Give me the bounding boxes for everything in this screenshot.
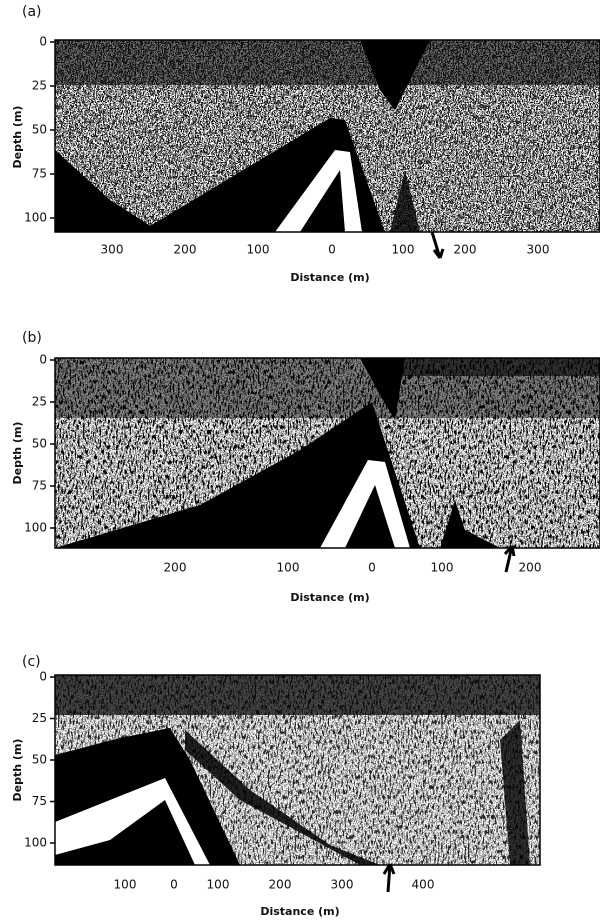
arrow [382, 863, 396, 893]
x-tick-label: 100 [114, 878, 137, 892]
x-tick-label: 100 [277, 561, 300, 575]
panel-label: (a) [22, 4, 42, 20]
y-tick-label: 25 [32, 395, 47, 409]
x-tick-label: 100 [247, 243, 270, 257]
x-axis-label: Distance (m) [260, 905, 339, 918]
y-tick-label: 0 [39, 35, 47, 49]
x-tick-label: 200 [174, 243, 197, 257]
frame [54, 357, 600, 549]
y-tick-label: 100 [24, 521, 47, 535]
x-axis-label: Distance (m) [290, 271, 369, 284]
x-tick-label: 100 [207, 878, 230, 892]
y-tick-label: 75 [32, 794, 47, 808]
x-tick-label: 400 [412, 878, 435, 892]
frame [54, 39, 600, 233]
x-tick-label: 100 [392, 243, 415, 257]
y-tick-label: 75 [32, 167, 47, 181]
panel-label: (b) [22, 330, 42, 346]
y-axis-label: Depth (m) [11, 739, 24, 802]
x-tick-label: 0 [170, 878, 178, 892]
y-tick-label: 0 [39, 353, 47, 367]
y-tick-label: 100 [24, 211, 47, 225]
y-tick-label: 75 [32, 479, 47, 493]
y-tick-label: 50 [32, 437, 47, 451]
arrow [503, 545, 516, 573]
x-tick-label: 0 [368, 561, 376, 575]
y-tick-label: 50 [32, 123, 47, 137]
y-axis-label: Depth (m) [11, 106, 24, 169]
echogram-b [55, 358, 600, 548]
arrow [430, 231, 445, 259]
x-tick-label: 200 [269, 878, 292, 892]
y-tick-label: 0 [39, 670, 47, 684]
echogram-a [55, 40, 600, 232]
panel-label: (c) [22, 654, 41, 670]
x-tick-label: 300 [331, 878, 354, 892]
y-tick-label: 25 [32, 79, 47, 93]
x-tick-label: 100 [431, 561, 454, 575]
y-tick-label: 50 [32, 753, 47, 767]
y-axis-label: Depth (m) [11, 422, 24, 485]
x-tick-label: 200 [519, 561, 542, 575]
x-tick-label: 300 [527, 243, 550, 257]
y-tick-label: 100 [24, 836, 47, 850]
echogram-c [55, 675, 540, 865]
x-tick-label: 0 [328, 243, 336, 257]
x-tick-label: 300 [101, 243, 124, 257]
x-tick-label: 200 [454, 243, 477, 257]
y-tick-label: 25 [32, 711, 47, 725]
frame [54, 674, 541, 866]
x-tick-label: 200 [164, 561, 187, 575]
x-axis-label: Distance (m) [290, 591, 369, 604]
